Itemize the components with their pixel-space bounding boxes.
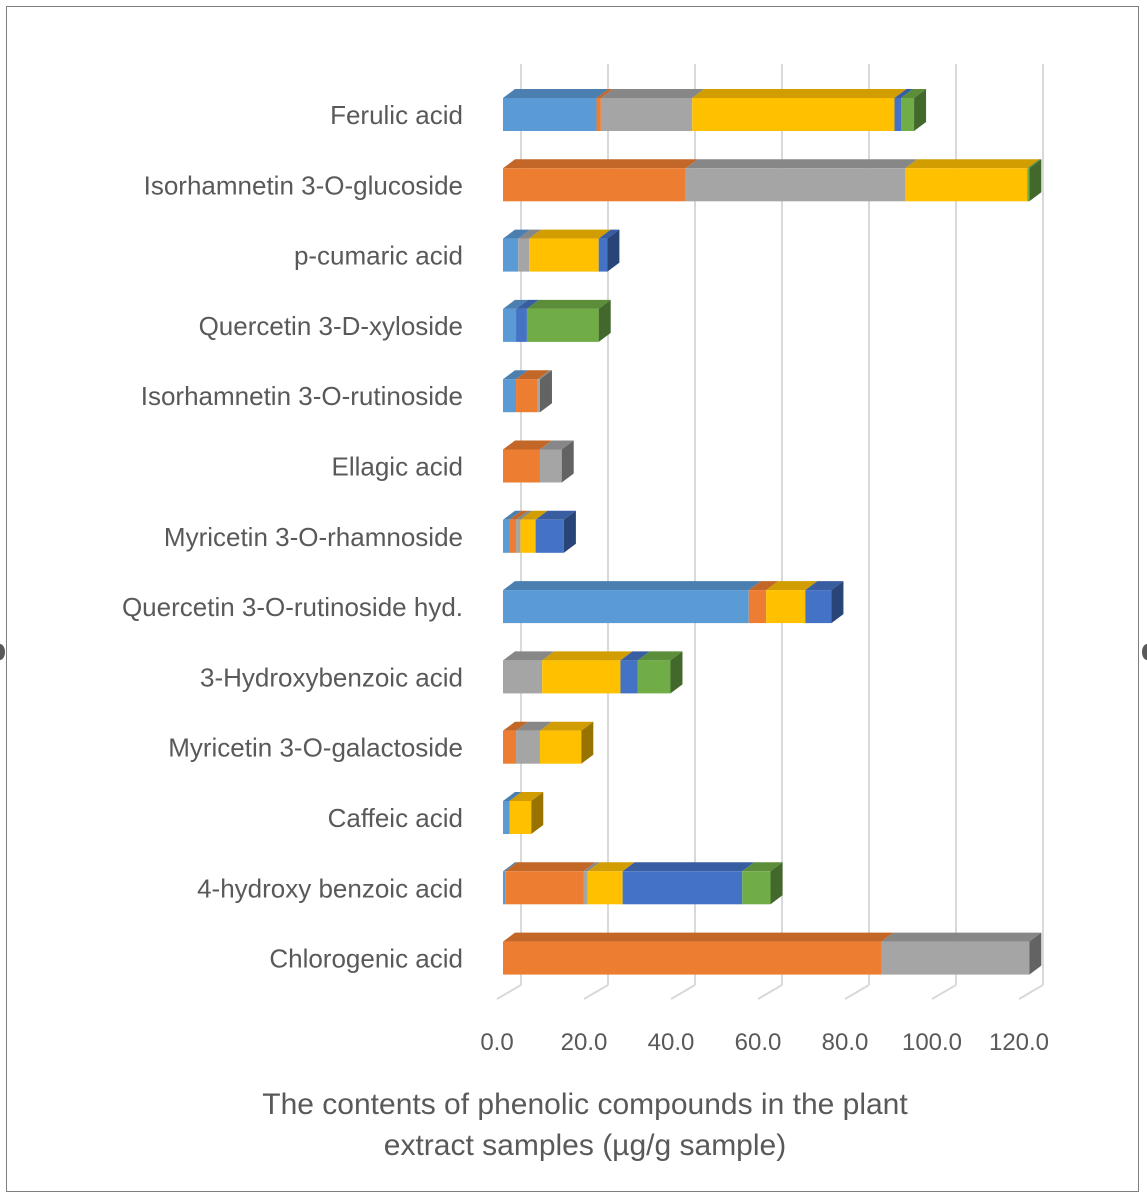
bar-segment xyxy=(881,932,1042,975)
category-label: Caffeic acid xyxy=(328,803,463,833)
floor-line xyxy=(496,984,522,1000)
bar-segment xyxy=(805,581,844,624)
gridlines xyxy=(520,64,1044,985)
x-tick-label: 100.0 xyxy=(902,1029,962,1056)
x-tick-label: 20.0 xyxy=(561,1029,608,1056)
bar-segment xyxy=(518,229,542,272)
bar-segment xyxy=(503,721,529,764)
bars xyxy=(503,89,1042,975)
bar-segment xyxy=(503,89,609,131)
bar-segment xyxy=(598,229,620,272)
bar-segment xyxy=(1027,159,1042,202)
bar-segment xyxy=(503,440,552,483)
bar-segment xyxy=(503,581,761,624)
floor-line xyxy=(670,984,696,1000)
bar-segment xyxy=(587,862,635,905)
bar-segment xyxy=(516,721,552,764)
bar-segment xyxy=(503,370,529,413)
category-label: p-cumaric acid xyxy=(294,241,463,271)
bar-segment xyxy=(748,581,779,624)
x-axis-title-line-2: extract samples (µg/g sample) xyxy=(384,1129,786,1162)
bar-segment xyxy=(622,862,755,905)
floor-line xyxy=(844,984,870,1000)
bar-segment xyxy=(637,651,683,694)
bar-segment xyxy=(520,510,548,553)
right-resize-handle[interactable] xyxy=(1142,644,1147,660)
floor-line xyxy=(1018,984,1044,1000)
bar-segment xyxy=(503,862,518,905)
bar-segment xyxy=(583,862,600,905)
bar-segment xyxy=(901,89,927,131)
category-label: Isorhamnetin 3-O-glucoside xyxy=(144,170,463,200)
bar-segment xyxy=(503,651,555,694)
left-resize-handle[interactable] xyxy=(0,644,5,660)
x-tick-label: 120.0 xyxy=(989,1029,1049,1056)
bar-segment xyxy=(516,370,550,413)
bar-segment xyxy=(503,932,894,975)
tick-labels: 0.0 20.0 40.0 60.0 80.0 100.0 120.0 xyxy=(480,1029,1049,1056)
bar-segment xyxy=(692,89,907,131)
bar-segment xyxy=(539,440,574,483)
category-label: Quercetin 3-D-xyloside xyxy=(199,311,463,341)
bar-segment xyxy=(516,510,533,553)
bar-segment xyxy=(526,299,611,342)
bar-segment xyxy=(516,299,539,342)
category-label: Quercetin 3-O-rutinoside hyd. xyxy=(122,592,463,622)
bar-segment xyxy=(529,229,611,272)
bar-segment xyxy=(600,89,705,131)
bar-segment xyxy=(539,721,594,764)
bar-segment xyxy=(596,89,613,131)
chart-floor xyxy=(496,984,1044,1000)
x-tick-label: 0.0 xyxy=(480,1029,513,1056)
bar-segment xyxy=(766,581,818,624)
category-label: Isorhamnetin 3-O-rutinoside xyxy=(141,381,463,411)
x-tick-label: 80.0 xyxy=(822,1029,869,1056)
bar-segment xyxy=(894,89,914,131)
category-label: 4-hydroxy benzoic acid xyxy=(197,873,463,903)
category-label: Chlorogenic acid xyxy=(269,944,463,974)
bar-segment xyxy=(503,229,531,272)
bar-segment xyxy=(742,862,783,905)
category-label: Ferulic acid xyxy=(330,100,463,130)
floor-line xyxy=(757,984,783,1000)
bar-segment xyxy=(503,792,522,834)
floor-line xyxy=(931,984,957,1000)
bar-segment xyxy=(509,510,529,553)
bar-segment xyxy=(535,510,576,553)
bar-segment xyxy=(537,370,552,413)
x-tick-label: 40.0 xyxy=(648,1029,695,1056)
category-label: 3-Hydroxybenzoic acid xyxy=(200,662,463,692)
category-label: Myricetin 3-O-galactoside xyxy=(168,733,463,763)
x-tick-label: 60.0 xyxy=(735,1029,782,1056)
bar-segment xyxy=(503,299,529,342)
bar-segment xyxy=(620,651,650,694)
bar-segment xyxy=(542,651,633,694)
bar-segment xyxy=(503,159,698,202)
bar-segment xyxy=(505,862,596,905)
bar-segment xyxy=(509,792,544,834)
bar-segment xyxy=(503,510,522,553)
bar-segment xyxy=(685,159,918,202)
category-label: Ellagic acid xyxy=(331,452,463,482)
category-labels: Ferulic acid Isorhamnetin 3-O-glucoside p-… xyxy=(122,100,463,974)
floor-line xyxy=(583,984,609,1000)
x-axis-title-line-1: The contents of phenolic compounds in th… xyxy=(262,1088,908,1121)
bar-segment xyxy=(905,159,1040,202)
category-label: Myricetin 3-O-rhamnoside xyxy=(164,522,463,552)
